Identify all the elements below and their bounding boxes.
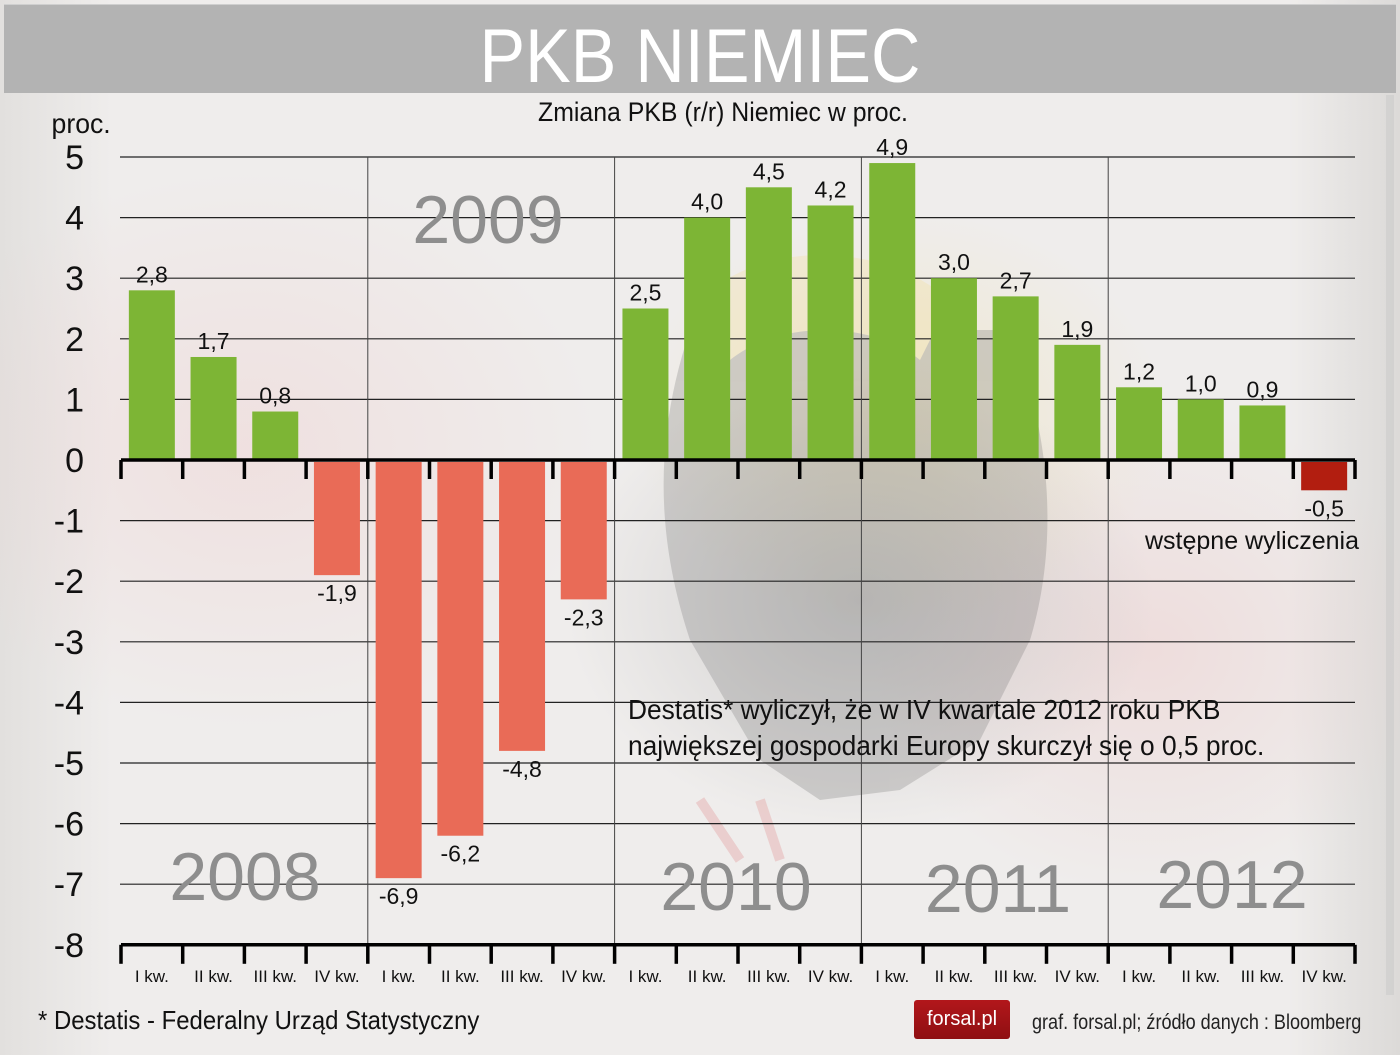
x-tick-label: IV kw. [1055, 967, 1100, 986]
y-tick-label: 5 [65, 139, 84, 177]
bar-value-label: -0,5 [1304, 495, 1344, 521]
value-labels: 2,8 1,7 0,8 -1,9 -6,9 -6,2 -4,8 -2,3 2,5 4,0 4,5 4,… [136, 134, 1344, 909]
bar [622, 308, 669, 460]
annotation-line-1: Destatis* wyliczył, że w IV kwartale 201… [628, 694, 1221, 725]
header-banner: PKB NIEMIEC [4, 4, 1396, 99]
bar [869, 163, 916, 460]
x-tick-label: II kw. [935, 967, 974, 986]
bar-value-label: -2,3 [564, 604, 604, 630]
bar [1177, 399, 1224, 460]
x-tick-label: I kw. [135, 967, 169, 986]
bar [313, 462, 360, 576]
bar-value-label: 1,7 [198, 328, 230, 354]
x-tick-labels: I kw. II kw. III kw. IV kw. I kw. II kw. III k… [135, 967, 1347, 986]
footnote: * Destatis - Federalny Urząd Statystyczn… [38, 1005, 480, 1035]
x-tick-label: II kw. [194, 967, 233, 986]
x-tick-label: III kw. [994, 967, 1037, 986]
x-tick-label: III kw. [500, 967, 543, 986]
y-tick-label: -3 [54, 624, 84, 662]
bar-value-label: 2,7 [1000, 267, 1032, 293]
annotation-line-2: największej gospodarki Europy skurczył s… [628, 730, 1265, 761]
bar-value-label: -4,8 [502, 756, 542, 782]
source-credit: graf. forsal.pl; źródło danych : Bloombe… [1032, 1011, 1362, 1034]
bar-value-label: 2,8 [136, 261, 168, 287]
y-tick-label: 4 [65, 200, 84, 238]
y-tick-label: 0 [65, 442, 84, 480]
bar-value-label: -1,9 [317, 580, 357, 606]
bar-value-label: 2,5 [629, 280, 661, 306]
bar [375, 462, 422, 879]
y-tick-label: 1 [65, 381, 84, 419]
bar-value-label: 1,2 [1123, 358, 1155, 384]
x-tick-label: IV kw. [314, 967, 359, 986]
right-edge-strip [1386, 95, 1394, 995]
x-tick-label: I kw. [628, 967, 662, 986]
x-tick-label: III kw. [1241, 967, 1284, 986]
year-label: 2008 [169, 839, 320, 915]
chart-title: Zmiana PKB (r/r) Niemiec w proc. [538, 97, 908, 127]
bar [992, 296, 1039, 460]
year-labels: 2008 2009 2010 2011 2012 [169, 182, 1307, 927]
bar [684, 217, 731, 460]
y-tick-label: -4 [54, 684, 84, 722]
y-tick-label: -6 [54, 806, 84, 844]
bar-value-label: 4,0 [691, 189, 723, 215]
bar [1239, 405, 1286, 460]
y-tick-label: -8 [54, 927, 84, 965]
x-tick-label: I kw. [1122, 967, 1156, 986]
bar [252, 411, 299, 460]
bar [128, 290, 175, 460]
bar [807, 205, 854, 460]
bar-value-label: 4,5 [753, 158, 785, 184]
x-tick-label: II kw. [688, 967, 727, 986]
bar [1301, 462, 1348, 491]
bar-value-label: 1,9 [1061, 316, 1093, 342]
forsal-logo[interactable]: forsal.pl [914, 1000, 1010, 1039]
page-title: PKB NIEMIEC [479, 14, 921, 99]
year-label: 2010 [660, 849, 811, 925]
x-tick-label: IV kw. [1301, 967, 1346, 986]
x-tick-label: I kw. [382, 967, 416, 986]
year-label: 2012 [1156, 847, 1307, 923]
bar-value-label: 3,0 [938, 249, 970, 275]
y-tick-labels: 5 4 3 2 1 0 -1 -2 -3 -4 -5 -6 -7 -8 [54, 139, 84, 965]
bar-value-label: 0,9 [1246, 376, 1278, 402]
x-tick-label: IV kw. [808, 967, 853, 986]
y-tick-label: -5 [54, 745, 84, 783]
year-label: 2009 [412, 182, 563, 258]
bar [190, 356, 237, 460]
x-tick-label: IV kw. [561, 967, 606, 986]
bar-value-label: -6,9 [379, 883, 419, 909]
y-tick-label: -7 [54, 866, 84, 904]
bar [499, 462, 546, 751]
bar [1116, 387, 1163, 460]
year-label: 2011 [925, 851, 1071, 927]
bars [128, 163, 1348, 879]
x-tick-label: II kw. [441, 967, 480, 986]
bar-value-label: -6,2 [441, 841, 481, 867]
bar [560, 462, 607, 600]
bar-value-label: 0,8 [259, 383, 291, 409]
bar [745, 187, 792, 461]
bar [930, 278, 977, 460]
bar [437, 462, 484, 836]
bar-value-label: 1,0 [1185, 370, 1217, 396]
bar-value-label: 4,9 [876, 134, 908, 160]
x-tick-label: III kw. [254, 967, 297, 986]
y-tick-label: 2 [65, 321, 84, 359]
bar-value-label: 4,2 [815, 176, 847, 202]
y-tick-label: 3 [65, 260, 84, 298]
x-tick-label: I kw. [875, 967, 909, 986]
axes [119, 458, 1357, 964]
bar [1054, 344, 1101, 460]
x-tick-label: II kw. [1181, 967, 1220, 986]
y-tick-label: -2 [54, 563, 84, 601]
y-axis-unit: proc. [51, 108, 111, 139]
preliminary-note: wstępne wyliczenia [1145, 527, 1359, 555]
x-tick-label: III kw. [747, 967, 790, 986]
annotation-text: Destatis* wyliczył, że w IV kwartale 201… [628, 692, 1264, 764]
y-tick-label: -1 [54, 503, 84, 541]
